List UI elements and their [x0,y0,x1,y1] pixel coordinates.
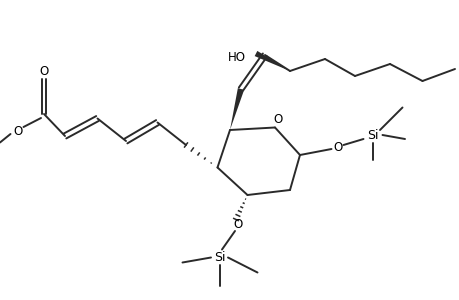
Text: HO: HO [228,51,246,64]
Text: O: O [332,141,341,154]
Text: O: O [39,65,49,78]
Text: O: O [273,113,282,126]
Text: Si: Si [366,128,377,142]
Text: Si: Si [214,251,225,264]
Polygon shape [230,88,244,130]
Polygon shape [254,51,289,71]
Text: O: O [13,124,22,137]
Text: O: O [232,218,241,231]
